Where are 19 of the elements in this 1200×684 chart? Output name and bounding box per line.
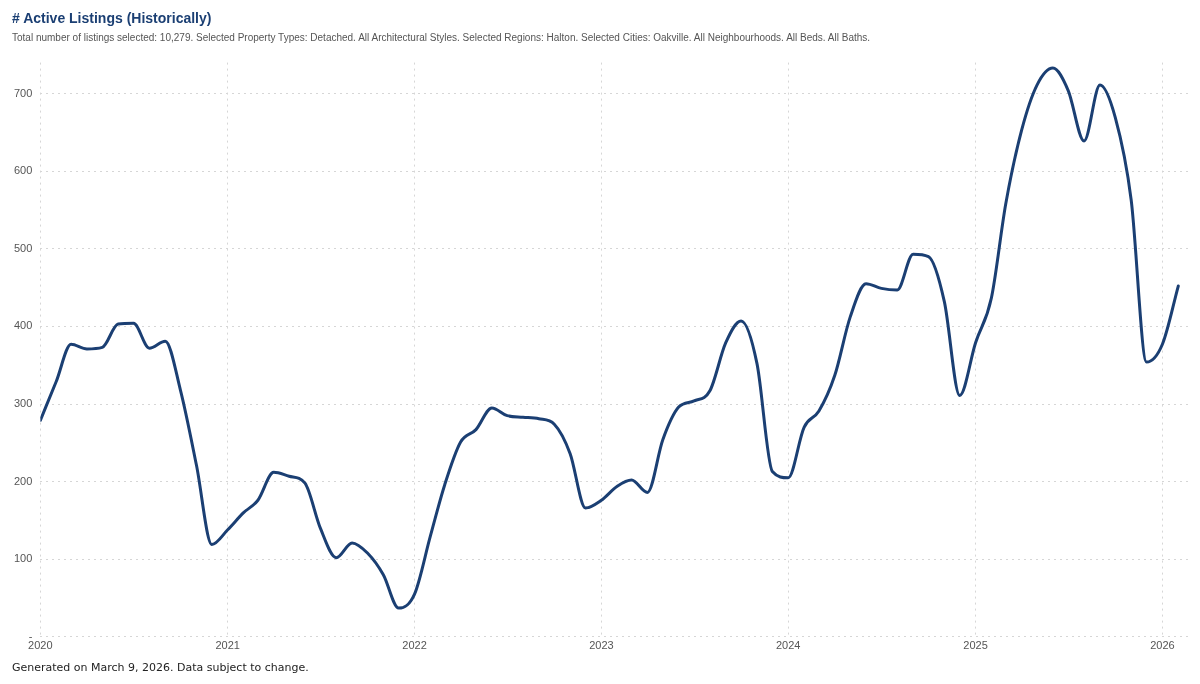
x-tick-label: 2022: [402, 639, 427, 652]
y-tick-label: 600: [13, 164, 33, 177]
text: Generated on March 9, 2026. Data subject to change.: [12, 661, 309, 674]
line-series: [40, 66, 1180, 610]
y-tick-label: 500: [13, 241, 33, 254]
x-tick-label: 2023: [589, 639, 614, 652]
y-tick-label: 200: [13, 474, 33, 487]
chart-title: # Active Listings (Historically): [12, 10, 212, 26]
x-tick-label: 2026: [1150, 639, 1175, 652]
y-tick-label: 400: [13, 319, 33, 332]
x-tick-label: 2024: [775, 639, 801, 652]
y-tick-label: -: [28, 629, 33, 642]
x-tick-label: 2020: [28, 639, 53, 652]
y-tick-label: 100: [13, 552, 33, 565]
y-tick-label: 300: [13, 397, 33, 410]
x-tick-label: 2025: [963, 639, 988, 652]
x-tick-label: 2021: [215, 639, 240, 652]
y-tick-label: 700: [13, 86, 33, 99]
chart-subtitle: Total number of listings selected: 10,279. Selected Property Types: Detached. All Architectural Styles. Selected Regions: Halton. Selected Cities: Oakville. All Neighbourhoods. All Beds. All Baths.: [12, 32, 871, 43]
